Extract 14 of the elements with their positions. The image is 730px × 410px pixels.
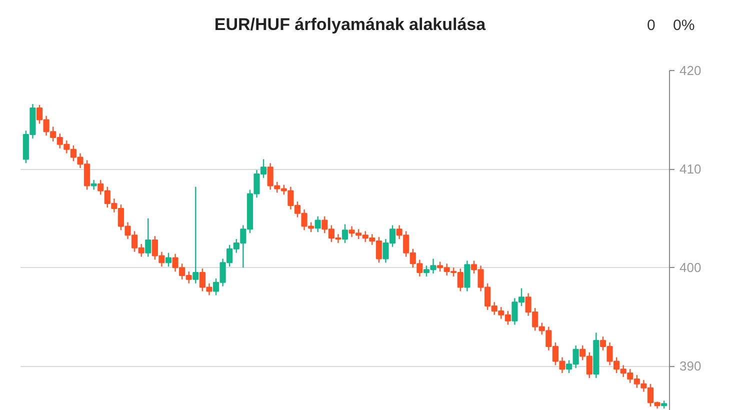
- text: 0: [647, 17, 656, 34]
- y-tick-label: 420: [680, 63, 702, 78]
- candlestick: [90, 179, 97, 190]
- candlestick: [145, 218, 152, 258]
- y-tick-label: 390: [680, 358, 702, 374]
- candlestick: [314, 216, 321, 233]
- y-tick-label: 400: [680, 260, 702, 276]
- y-tick-label: 410: [680, 162, 702, 177]
- text: 0%: [673, 17, 695, 34]
- candlestick: [342, 224, 348, 244]
- candlestick: [464, 260, 470, 292]
- chart-title: EUR/HUF árfolyamának alakulása: [214, 15, 486, 34]
- candlestick: [165, 252, 172, 268]
- candlestick: [192, 186, 199, 284]
